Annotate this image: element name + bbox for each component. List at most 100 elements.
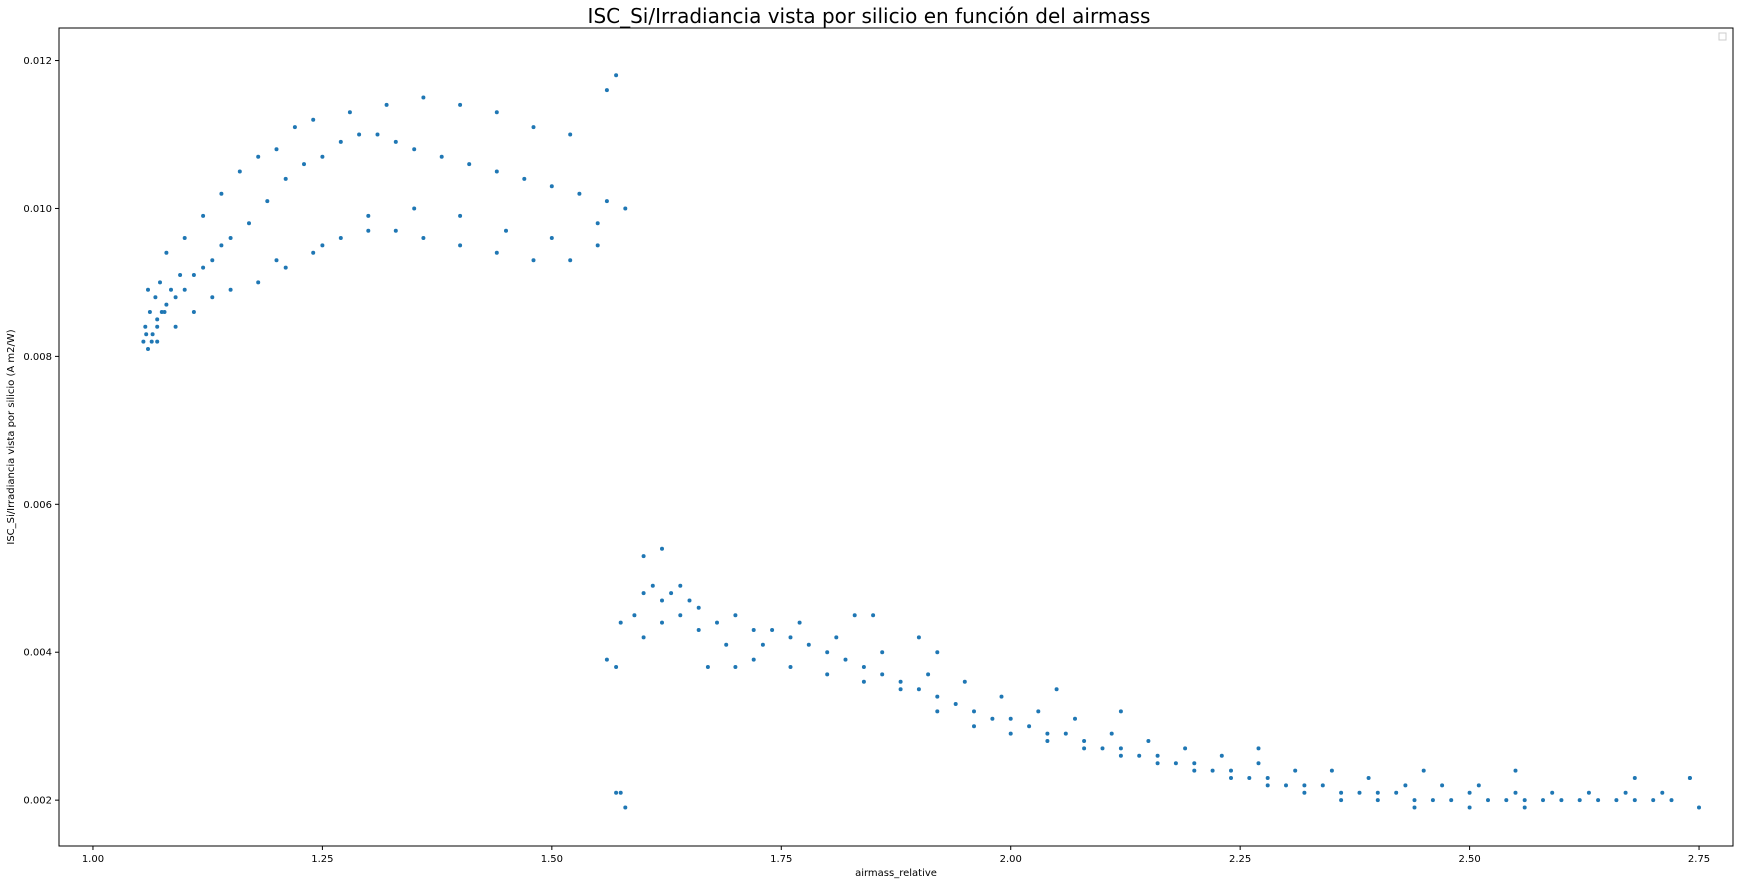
data-point [1137, 753, 1142, 758]
data-point [1339, 790, 1344, 795]
y-tick-label: 0.008 [23, 352, 52, 363]
legend-box[interactable] [1718, 32, 1727, 41]
data-point [1192, 761, 1197, 766]
data-point [1229, 776, 1233, 780]
data-point [283, 265, 288, 270]
data-point [797, 620, 802, 625]
data-point [292, 125, 297, 130]
data-point [1467, 805, 1472, 810]
data-point [153, 295, 158, 300]
y-tick-label: 0.006 [23, 500, 52, 511]
data-point [687, 598, 692, 603]
data-point [237, 169, 242, 174]
data-point [494, 169, 499, 174]
data-point [614, 73, 619, 78]
data-point [1403, 783, 1408, 788]
data-point [825, 672, 830, 677]
data-point [696, 605, 701, 610]
plot-frame [58, 27, 1734, 847]
data-point [1550, 790, 1555, 795]
data-point [669, 591, 674, 596]
data-point [531, 125, 536, 130]
x-tick-label: 1.75 [770, 854, 792, 865]
data-point [1063, 731, 1068, 736]
data-point [357, 132, 362, 137]
data-point [421, 236, 426, 240]
data-point [1623, 790, 1628, 795]
data-point [1440, 783, 1445, 788]
data-point [1513, 768, 1518, 773]
data-point [467, 162, 472, 167]
data-point [834, 635, 839, 640]
data-point [614, 790, 619, 795]
data-point [1100, 746, 1105, 751]
data-point [247, 221, 251, 226]
data-point [141, 339, 146, 344]
data-point [1082, 746, 1087, 751]
data-point [1155, 753, 1160, 758]
data-point [1412, 798, 1417, 803]
data-point [347, 110, 352, 115]
data-point [1651, 798, 1656, 803]
data-point [143, 324, 148, 329]
data-point [366, 228, 371, 233]
data-point [760, 642, 765, 647]
data-point [1357, 790, 1362, 795]
data-point [1449, 798, 1454, 803]
data-point [604, 657, 609, 662]
x-tick-label: 1.50 [541, 854, 563, 865]
data-point [660, 598, 664, 603]
data-point [320, 243, 325, 248]
data-point [962, 679, 967, 684]
y-tick-label: 0.010 [23, 204, 52, 215]
data-point [311, 250, 316, 255]
data-point [149, 339, 154, 344]
data-point [618, 790, 623, 795]
data-point [1054, 687, 1059, 692]
data-point [147, 310, 152, 314]
x-tick-label: 2.75 [1688, 854, 1710, 865]
data-point [144, 332, 149, 337]
data-point [1229, 768, 1233, 773]
data-point [164, 302, 169, 307]
data-point [1697, 805, 1701, 810]
data-point [806, 642, 811, 647]
data-point [623, 206, 628, 211]
data-point [916, 687, 921, 692]
data-point [182, 236, 187, 240]
data-point [1027, 724, 1032, 729]
data-point [155, 339, 160, 344]
data-point [1045, 739, 1050, 743]
data-point [1513, 790, 1518, 795]
data-point [1329, 768, 1334, 773]
data-point [191, 273, 196, 277]
data-point [1256, 746, 1261, 751]
data-point [724, 642, 729, 647]
data-point [999, 694, 1004, 699]
data-point [935, 694, 940, 699]
data-point [898, 687, 903, 692]
data-point [641, 591, 646, 596]
data-point [150, 332, 155, 337]
data-point [164, 250, 169, 255]
data-point [265, 199, 270, 204]
data-point [1412, 805, 1417, 810]
y-axis-label: ISC_Si/Irradiancia vista por silicio (A … [6, 329, 17, 544]
x-tick-label: 1.00 [82, 854, 104, 865]
data-point [1522, 798, 1527, 803]
data-point [1421, 768, 1426, 773]
data-point [641, 635, 646, 640]
data-point [522, 176, 527, 181]
x-tick-label: 2.50 [1458, 854, 1480, 865]
data-point [604, 199, 609, 204]
data-point [825, 650, 830, 655]
x-tick-label: 2.00 [1000, 854, 1022, 865]
data-point [302, 162, 306, 167]
data-point [751, 657, 756, 662]
data-point [1155, 761, 1160, 766]
data-point [595, 243, 600, 248]
data-point [1366, 776, 1371, 780]
data-point [916, 635, 921, 640]
data-point [1375, 790, 1380, 795]
data-point [169, 287, 173, 292]
